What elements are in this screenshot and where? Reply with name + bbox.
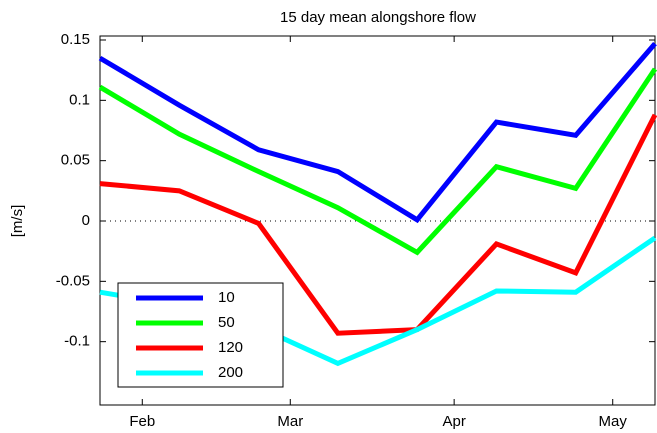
chart-title: 15 day mean alongshore flow <box>280 9 476 26</box>
y-tick-label: 0 <box>82 212 90 229</box>
y-axis-label: [m/s] <box>9 205 26 238</box>
x-tick-label: May <box>599 413 628 430</box>
y-tick-label: -0.1 <box>64 333 90 350</box>
series-line <box>99 113 657 336</box>
legend-label: 50 <box>218 314 235 331</box>
series-line <box>98 41 657 224</box>
legend-label: 200 <box>218 364 243 381</box>
y-tick-label: 0.15 <box>61 31 90 48</box>
x-tick-label: Apr <box>442 413 465 430</box>
y-tick-label: 0.05 <box>61 152 90 169</box>
legend-label: 120 <box>218 339 243 356</box>
y-tick-label: -0.05 <box>56 272 90 289</box>
x-tick-label: Mar <box>277 413 303 430</box>
x-tick-label: Feb <box>129 413 155 430</box>
y-tick-label: 0.1 <box>69 91 90 108</box>
series-line <box>98 67 657 256</box>
legend-label: 10 <box>218 289 235 306</box>
